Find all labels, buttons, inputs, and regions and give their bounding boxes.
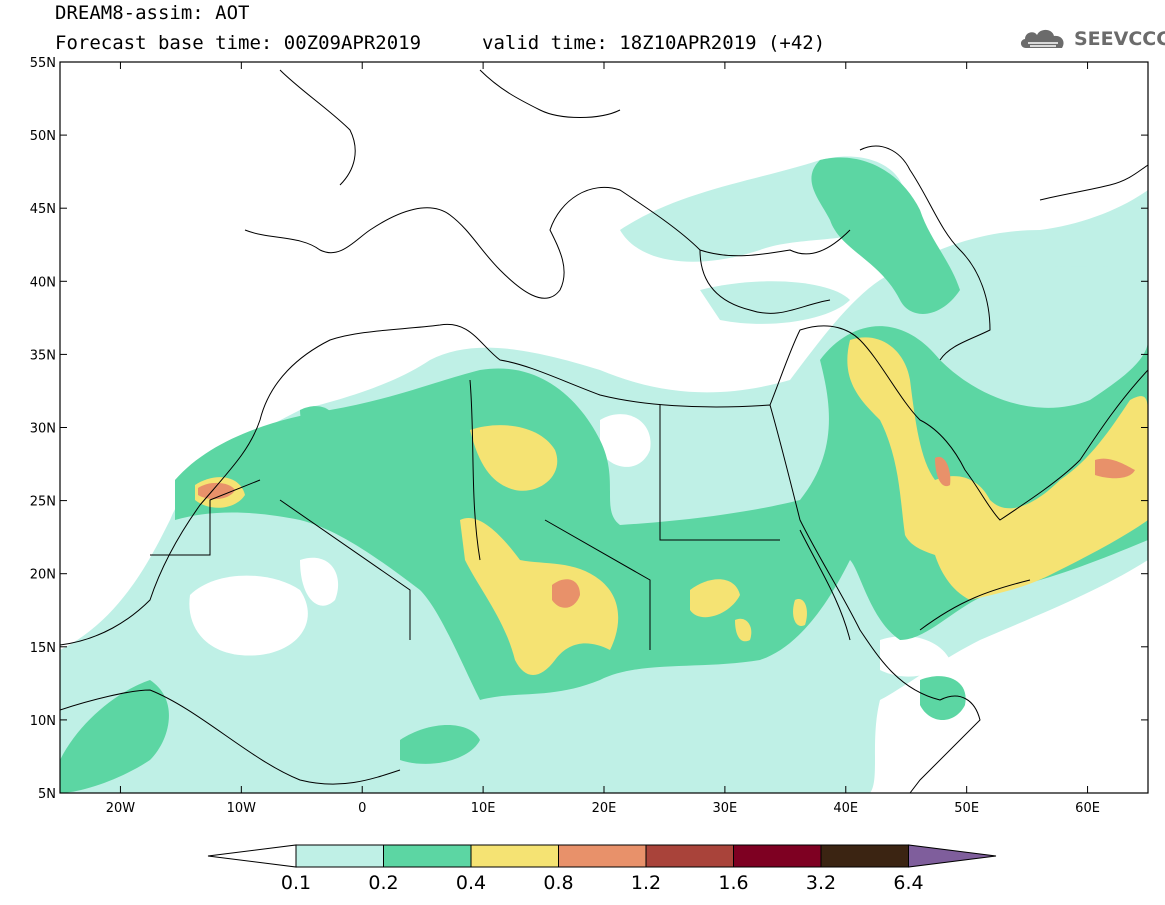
aot-band-below-0.1 [189,414,950,677]
forecast-base-time: Forecast base time: 00Z09APR2019 [55,32,422,54]
map-title: DREAM8-assim: AOT [55,2,250,24]
colorbar [207,844,997,868]
seevccc-logo: SEEVCCC [1018,26,1165,52]
lat-tick-label: 30N [30,422,56,437]
colorbar-label: 6.4 [893,872,924,894]
latitude-axis: 55N 50N 45N 40N 35N 30N 25N 20N 15N 10N 5N [30,56,1148,802]
aot-band-0.8-1.2 [198,456,1135,608]
lat-tick-label: 55N [30,56,56,71]
coastlines [60,69,1148,793]
lon-tick-label: 20E [592,801,617,816]
lon-tick-label: 20W [106,801,136,816]
colorbar-label: 0.4 [455,872,487,894]
cloud-logo-icon [1020,29,1064,48]
longitude-axis: 20W 10W 0 10E 20E 30E 40E 50E 60E [106,62,1100,816]
lat-tick-label: 5N [38,787,56,802]
colorbar-segment [470,844,559,868]
lat-tick-label: 20N [30,568,56,583]
lon-tick-label: 10W [227,801,257,816]
colorbar-segment [295,844,384,868]
lon-tick-label: 10E [471,801,496,816]
valid-time: valid time: 18Z10APR2019 (+42) [482,32,826,54]
lat-tick-label: 10N [30,714,56,729]
colorbar-segment [383,844,472,868]
logo-text: SEEVCCC [1074,28,1165,50]
colorbar-label: 0.8 [543,872,574,894]
lat-tick-label: 15N [30,641,56,656]
colorbar-segment [733,844,822,868]
colorbar-label: 1.2 [630,872,662,894]
colorbar-segment [645,844,734,868]
colorbar-low-arrow [207,844,297,868]
lon-tick-label: 0 [358,801,366,816]
lon-tick-label: 50E [954,801,979,816]
colorbar-label: 1.6 [718,872,749,894]
lat-tick-label: 25N [30,495,56,510]
colorbar-segment [820,844,909,868]
colorbar-label: 0.2 [368,872,399,894]
aot-field [60,69,1148,793]
lat-tick-label: 50N [30,129,56,144]
aot-band-0.4-0.8 [195,337,1148,675]
colorbar-label: 3.2 [805,872,837,894]
lon-tick-label: 60E [1075,801,1100,816]
colorbar-label: 0.1 [280,872,312,894]
lat-tick-label: 45N [30,202,56,217]
lat-tick-label: 35N [30,348,56,363]
lon-tick-label: 30E [713,801,738,816]
colorbar-high-arrow [908,844,997,868]
lon-tick-label: 40E [833,801,858,816]
colorbar-segment [558,844,647,868]
lat-tick-label: 40N [30,275,56,290]
